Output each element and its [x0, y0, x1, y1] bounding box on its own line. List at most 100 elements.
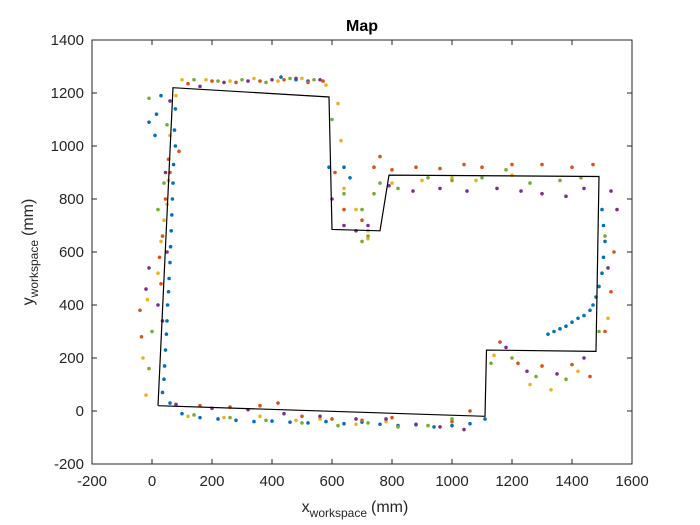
scatter-point	[159, 239, 163, 244]
scatter-point	[606, 316, 610, 321]
scatter-point	[597, 329, 601, 334]
x-tick-label: 1600	[615, 473, 648, 490]
scatter-point	[186, 414, 190, 419]
scatter-point	[564, 324, 568, 329]
scatter-point	[288, 76, 292, 81]
scatter-point	[252, 76, 256, 81]
scatter-point	[228, 415, 232, 420]
scatter-point	[312, 77, 316, 82]
x-tick-label: 400	[259, 473, 284, 490]
scatter-point	[582, 186, 586, 191]
scatter-point	[360, 418, 364, 423]
scatter-point	[282, 77, 286, 82]
scatter-point	[333, 170, 337, 175]
scatter-point	[324, 419, 328, 424]
scatter-point	[210, 79, 214, 83]
scatter-point	[330, 117, 334, 122]
x-tick-label: 0	[148, 473, 156, 490]
scatter-point	[216, 417, 220, 421]
scatter-point	[588, 374, 592, 379]
scatter-point	[156, 303, 160, 307]
scatter-point	[156, 207, 160, 212]
scatter-point	[198, 415, 202, 420]
scatter-point	[354, 422, 358, 427]
scatter-point	[170, 213, 174, 217]
scatter-point	[582, 313, 586, 318]
scatter-point	[168, 260, 172, 265]
scatter-point	[162, 181, 166, 185]
scatter-point	[165, 319, 169, 323]
scatter-point	[177, 149, 181, 154]
scatter-point	[504, 168, 508, 172]
scatter-point	[492, 353, 496, 358]
scatter-point	[420, 178, 424, 183]
scatter-point	[591, 162, 595, 167]
scatter-point	[468, 421, 472, 426]
scatter-point	[564, 377, 568, 382]
scatter-point	[510, 162, 514, 167]
scatter-point	[366, 236, 370, 241]
scatter-point	[360, 218, 364, 222]
scatter-point	[390, 181, 394, 185]
scatter-point	[564, 194, 568, 199]
scatter-point	[450, 176, 454, 180]
scatter-series-5	[147, 76, 607, 429]
scatter-point	[540, 162, 544, 167]
scatter-point	[159, 93, 163, 98]
scatter-point	[164, 332, 169, 336]
scatter-point	[156, 271, 160, 276]
y-tick-label: 200	[59, 350, 84, 367]
x-axis-label-main: x	[302, 499, 310, 516]
scatter-point	[163, 197, 168, 201]
scatter-point	[171, 181, 175, 185]
scatter-point	[234, 80, 238, 85]
scatter-point	[294, 76, 298, 81]
scatter-point	[160, 234, 165, 238]
scatter-point	[570, 165, 574, 169]
x-tick-label: -200	[77, 473, 107, 490]
x-tick-label: 600	[319, 473, 344, 490]
scatter-point	[342, 165, 346, 169]
scatter-point	[360, 239, 364, 244]
scatter-point	[342, 223, 346, 228]
scatter-point	[426, 423, 430, 428]
scatter-point	[601, 255, 606, 260]
scatter-point	[294, 418, 298, 423]
scatter-point	[160, 390, 165, 395]
scatter-point	[168, 401, 172, 405]
scatter-point	[354, 417, 358, 421]
scatter-point	[264, 418, 268, 423]
scatter-point	[258, 414, 262, 419]
scatter-point	[165, 123, 169, 127]
scatter-point	[396, 186, 400, 191]
scatter-point	[306, 421, 310, 425]
scatter-point	[159, 282, 163, 286]
scatter-point	[216, 79, 220, 83]
scatter-point	[438, 166, 442, 171]
scatter-point	[612, 250, 616, 254]
scatter-point	[270, 419, 274, 423]
scatter-point	[138, 308, 142, 313]
scatter-point	[252, 419, 256, 424]
scatter-point	[603, 329, 607, 334]
scatter-point	[234, 418, 238, 423]
scatter-point	[318, 77, 322, 82]
scatter-point	[540, 191, 544, 196]
scatter-point	[600, 271, 604, 276]
scatter-point	[489, 361, 493, 366]
scatter-point	[342, 207, 346, 212]
scatter-point	[330, 417, 334, 421]
scatter-point	[147, 120, 151, 124]
scatter-point	[342, 186, 346, 191]
scatter-point	[163, 348, 168, 352]
scatter-point	[186, 81, 190, 86]
scatter-point	[576, 369, 580, 374]
y-tick-label: -200	[54, 456, 84, 473]
scatter-point	[169, 229, 173, 233]
scatter-point	[173, 144, 178, 148]
scatter-point	[609, 289, 613, 294]
scatter-point	[300, 421, 304, 425]
scatter-point	[525, 369, 529, 374]
scatter-point	[240, 77, 244, 82]
scatter-point	[468, 409, 472, 413]
